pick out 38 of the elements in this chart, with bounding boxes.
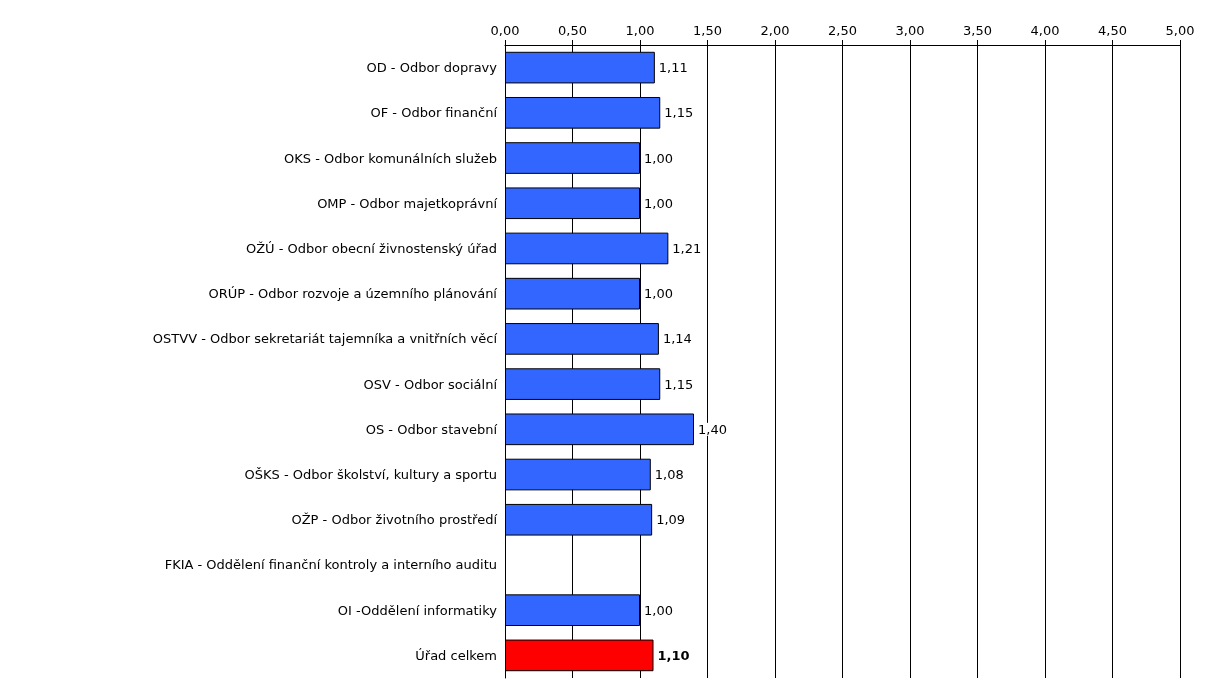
y-tick-label: Úřad celkem [415,647,497,663]
x-tick-label: 2,50 [828,23,857,38]
y-tick-label: OI -Oddělení informatiky [337,602,498,618]
y-tick-label: OSTVV - Odbor sekretariát tajemníka a vnitřních věcí [152,331,498,347]
y-tick-label: OŠKS - Odbor školství, kultury a sportu [244,467,497,483]
data-label: 1,00 [644,195,673,211]
x-tick-label: 3,50 [963,23,992,38]
x-tick-label: 1,00 [625,23,655,38]
data-label: 1,10 [657,647,690,663]
x-tick-label: 4,00 [1030,23,1060,38]
data-label: 1,14 [662,331,692,347]
x-tick-label: 0,50 [558,23,587,38]
data-label: 1,15 [664,376,694,392]
x-tick-label: 1,50 [693,23,722,38]
y-tick-label: OKS - Odbor komunálních služeb [284,150,497,166]
data-label: 1,09 [656,512,686,528]
y-tick-label: OŽP - Odbor životního prostředí [291,512,498,528]
x-tick-label: 5,00 [1165,23,1195,38]
data-label: 1,15 [664,105,694,121]
y-tick-label: OF - Odbor finanční [370,105,498,121]
y-tick-label: FKIA - Oddělení finanční kontroly a interního auditu [164,557,497,573]
data-label: 1,00 [644,602,673,618]
y-tick-label: OMP - Odbor majetkoprávní [317,195,498,211]
y-tick-label: OŽÚ - Odbor obecní živnostenský úřad [245,240,497,256]
x-tick-label: 0,00 [490,23,520,38]
data-label: 1,21 [672,240,702,256]
data-label: 1,40 [698,421,727,437]
y-tick-label: OD - Odbor dopravy [366,60,498,76]
x-tick-label: 3,00 [895,23,925,38]
x-tick-label: 2,00 [760,23,790,38]
y-tick-label: OSV - Odbor sociální [363,376,498,392]
data-label: 1,11 [658,60,688,76]
y-tick-label: OS - Odbor stavební [365,421,498,437]
data-label: 1,00 [644,286,673,302]
x-tick-label: 4,50 [1098,23,1127,38]
y-tick-label: ORÚP - Odbor rozvoje a územního plánování [208,286,498,302]
data-label: 1,00 [644,150,673,166]
data-label: 1,08 [654,467,684,483]
